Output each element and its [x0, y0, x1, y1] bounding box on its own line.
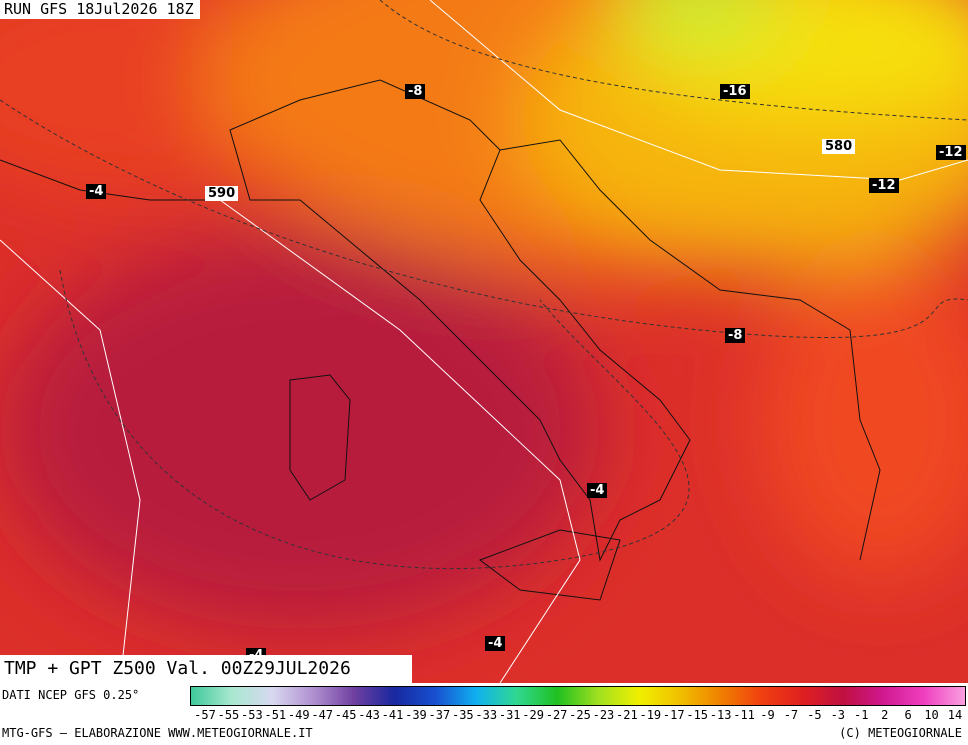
scale-label: 14 — [947, 708, 963, 722]
scale-label: -33 — [475, 708, 498, 722]
scale-label: -41 — [381, 708, 404, 722]
scale-label: -31 — [498, 708, 521, 722]
scale-label: -51 — [264, 708, 287, 722]
scale-label: -55 — [217, 708, 240, 722]
scale-label: -11 — [733, 708, 755, 722]
scale-label: -13 — [709, 708, 732, 722]
scale-label: 10 — [924, 708, 939, 722]
scale-label: -19 — [639, 708, 662, 722]
scale-label: -35 — [451, 708, 474, 722]
credit: MTG-GFS — ELABORAZIONE WWW.METEOGIORNALE… — [2, 726, 313, 740]
scale-label: -49 — [287, 708, 310, 722]
scale-label: -15 — [686, 708, 709, 722]
scale-label: -17 — [662, 708, 685, 722]
copyright: (C) METEOGIORNALE — [839, 726, 962, 740]
scale-label: -47 — [311, 708, 334, 722]
scale-label: -1 — [854, 708, 869, 722]
map — [0, 0, 968, 683]
scale-label: 6 — [904, 708, 912, 722]
scale-label: -3 — [830, 708, 846, 722]
map-label: 590 — [205, 186, 239, 201]
run-info: RUN GFS 18Jul2026 18Z — [0, 0, 200, 19]
map-label: -12 — [869, 178, 899, 193]
scale-label: -43 — [358, 708, 380, 722]
scale-label: -25 — [569, 708, 591, 722]
map-label: -12 — [936, 145, 966, 160]
scale-label: -53 — [241, 708, 263, 722]
map-label: -4 — [485, 636, 506, 651]
scale-label: -21 — [616, 708, 638, 722]
scale-label: -7 — [783, 708, 799, 722]
map-label: -16 — [720, 84, 750, 99]
scale-label: -29 — [522, 708, 544, 722]
scale-label: -23 — [592, 708, 615, 722]
map-title: TMP + GPT Z500 Val. 00Z29JUL2026 — [0, 655, 412, 683]
scale-label: -57 — [194, 708, 216, 722]
scale-label: -37 — [428, 708, 451, 722]
scale-label: -27 — [545, 708, 568, 722]
color-scale — [190, 686, 966, 706]
map-label: -8 — [725, 328, 746, 343]
scale-label: -5 — [807, 708, 822, 722]
scale-label: -9 — [760, 708, 775, 722]
map-label: -4 — [587, 483, 608, 498]
map-label: 580 — [822, 139, 856, 154]
scale-label: -45 — [334, 708, 357, 722]
scale-label: -39 — [405, 708, 427, 722]
map-label: -8 — [405, 84, 426, 99]
map-label: -4 — [86, 184, 107, 199]
data-source: DATI NCEP GFS 0.25° — [2, 688, 140, 702]
scale-label: 2 — [881, 708, 889, 722]
